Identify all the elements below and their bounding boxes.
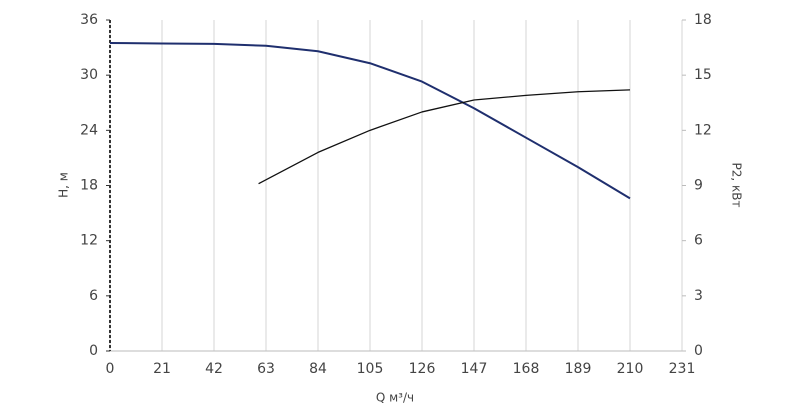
x-tick-label: 189 (565, 361, 592, 377)
y2-tick-label: 12 (694, 122, 712, 138)
x-tick-label: 231 (669, 361, 696, 377)
y-axis-label: H, м (57, 172, 71, 198)
x-tick-label: 147 (461, 361, 488, 377)
x-tick-label: 42 (205, 361, 223, 377)
x-tick-label: 63 (257, 361, 275, 377)
curve (109, 41, 631, 200)
x-tick-label: 0 (106, 361, 115, 377)
y2-tick-label: 0 (694, 343, 703, 359)
y2-axis-label: P2, кВт (730, 163, 744, 208)
y-tick-label: 0 (89, 343, 98, 359)
x-tick-label: 105 (357, 361, 384, 377)
y-tick-label: 18 (80, 178, 98, 194)
y-tick-label: 30 (80, 67, 98, 83)
x-axis-label: Q м³/ч (376, 391, 414, 405)
curve (258, 89, 631, 185)
x-tick-label: 126 (409, 361, 436, 377)
y2-tick-label: 9 (694, 178, 703, 194)
x-tick-label: 84 (309, 361, 327, 377)
y2-tick-label: 18 (694, 12, 712, 28)
y-tick-label: 24 (80, 122, 98, 138)
y2-tick-label: 3 (694, 288, 703, 304)
y-tick-label: 6 (89, 288, 98, 304)
y-tick-label: 36 (80, 12, 98, 28)
x-tick-label: 210 (617, 361, 644, 377)
y2-tick-label: 15 (694, 67, 712, 83)
y2-tick-label: 6 (694, 233, 703, 249)
y-tick-label: 12 (80, 233, 98, 249)
x-tick-label: 168 (513, 361, 540, 377)
x-tick-label: 21 (153, 361, 171, 377)
